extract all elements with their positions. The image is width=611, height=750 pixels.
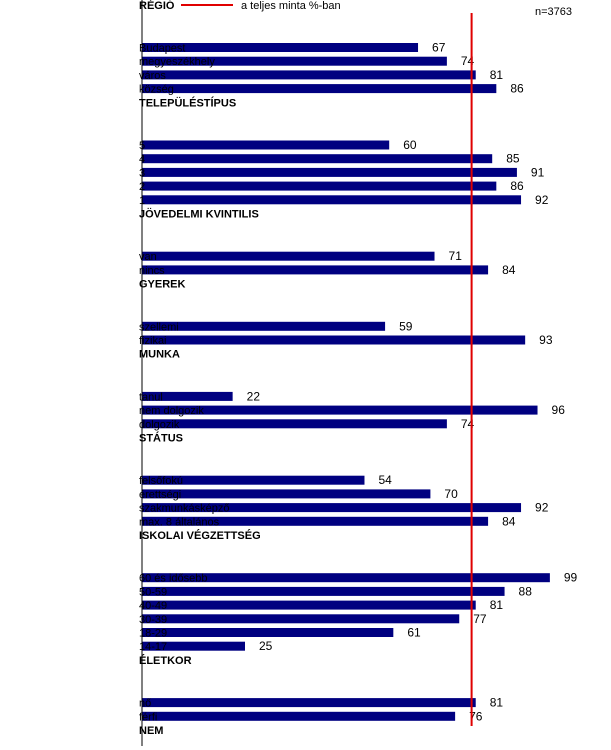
category-label: 50-59 bbox=[139, 586, 167, 598]
category-label: 14-17 bbox=[139, 641, 167, 653]
value-label: 99 bbox=[564, 571, 578, 585]
value-label: 25 bbox=[259, 639, 273, 653]
category-label: max. 8 általános bbox=[139, 516, 220, 528]
value-label: 81 bbox=[490, 598, 504, 612]
group-label: NEM bbox=[139, 725, 163, 737]
bar bbox=[142, 503, 522, 513]
category-label: van bbox=[139, 251, 157, 263]
bar bbox=[142, 167, 517, 177]
group-label: JÖVEDELMI KVINTILIS bbox=[139, 208, 259, 221]
value-label: 86 bbox=[510, 179, 524, 193]
category-label: tanul bbox=[139, 391, 163, 403]
value-label: 22 bbox=[247, 389, 261, 403]
value-label: 92 bbox=[535, 193, 549, 207]
bar bbox=[142, 43, 419, 52]
category-label: érettségi bbox=[139, 489, 181, 501]
value-label: 61 bbox=[407, 626, 421, 640]
bar bbox=[142, 56, 447, 66]
group-label: STÁTUS bbox=[139, 432, 183, 445]
bar bbox=[142, 419, 447, 429]
bar bbox=[142, 489, 431, 499]
category-label: 40-49 bbox=[139, 600, 167, 612]
bar bbox=[142, 154, 493, 164]
category-label: város bbox=[139, 70, 166, 82]
bar bbox=[142, 70, 476, 80]
bar bbox=[142, 405, 538, 415]
category-label: szakmunkásképző bbox=[139, 503, 230, 515]
bar bbox=[142, 628, 394, 637]
bar bbox=[142, 516, 489, 526]
bar bbox=[142, 600, 476, 610]
bar bbox=[142, 586, 505, 596]
category-label: szellemi bbox=[139, 321, 179, 333]
bar bbox=[142, 321, 386, 331]
group-label: RÉGIÓ bbox=[139, 0, 175, 12]
category-label: 18-29 bbox=[139, 628, 167, 640]
category-label: Budapest bbox=[139, 43, 185, 55]
sample-size-label: n=3763 bbox=[535, 6, 572, 18]
value-label: 92 bbox=[535, 501, 549, 515]
category-label: nő bbox=[139, 698, 151, 710]
bar bbox=[142, 195, 522, 205]
value-label: 54 bbox=[378, 473, 392, 487]
value-label: 96 bbox=[552, 403, 566, 417]
bar bbox=[142, 140, 390, 150]
category-label: nincs bbox=[139, 265, 165, 277]
value-label: 67 bbox=[432, 41, 446, 55]
value-label: 77 bbox=[473, 612, 487, 626]
value-label: 91 bbox=[531, 165, 545, 179]
value-label: 84 bbox=[502, 263, 516, 277]
group-label: TELEPÜLÉSTÍPUS bbox=[139, 96, 236, 109]
group-label: MUNKA bbox=[139, 349, 180, 361]
bar bbox=[142, 265, 489, 275]
value-label: 86 bbox=[510, 82, 524, 96]
bar bbox=[142, 475, 365, 485]
bar bbox=[142, 641, 245, 651]
category-label: fizikai bbox=[139, 335, 167, 347]
value-label: 81 bbox=[490, 696, 504, 710]
category-label: község bbox=[139, 84, 174, 96]
category-label: 30-39 bbox=[139, 614, 167, 626]
value-label: 60 bbox=[403, 138, 417, 152]
value-label: 70 bbox=[444, 487, 458, 501]
bar bbox=[142, 251, 435, 261]
category-label: nem dolgozik bbox=[139, 405, 204, 417]
value-label: 71 bbox=[449, 249, 463, 263]
group-label: ÉLETKOR bbox=[139, 654, 192, 667]
category-label: megyeszékhely bbox=[139, 56, 215, 68]
value-label: 84 bbox=[502, 514, 516, 528]
legend-label: a teljes minta %-ban bbox=[241, 0, 341, 12]
category-label: férfi bbox=[139, 711, 157, 723]
value-label: 59 bbox=[399, 319, 413, 333]
bar bbox=[142, 391, 233, 401]
bar bbox=[142, 335, 526, 345]
bar bbox=[142, 614, 460, 624]
bar bbox=[142, 84, 497, 94]
group-label: GYEREK bbox=[139, 279, 186, 291]
group-label: ISKOLAI VÉGZETTSÉG bbox=[139, 529, 261, 542]
bar bbox=[142, 711, 456, 721]
bar bbox=[142, 181, 497, 191]
bar bbox=[142, 698, 476, 708]
value-label: 85 bbox=[506, 152, 520, 166]
value-label: 93 bbox=[539, 333, 553, 347]
bar bbox=[142, 573, 550, 583]
category-label: 60 és idősebb bbox=[139, 573, 208, 585]
value-label: 81 bbox=[490, 68, 504, 82]
value-label: 88 bbox=[519, 584, 533, 598]
category-label: dolgozik bbox=[139, 419, 180, 431]
category-label: felsőfokú bbox=[139, 475, 183, 487]
